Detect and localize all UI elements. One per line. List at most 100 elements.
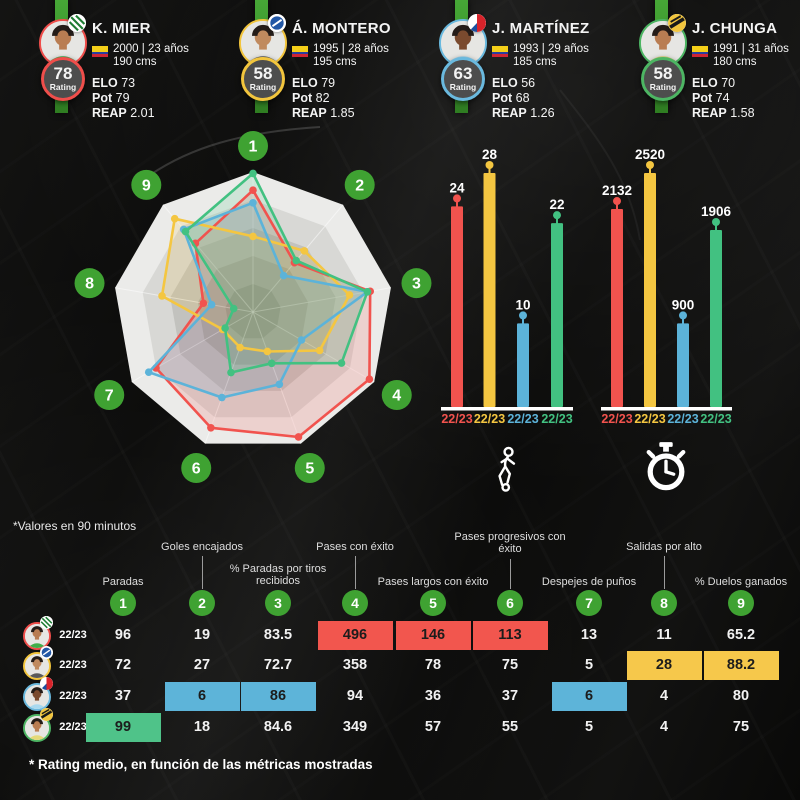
stat-elo-value: 70 — [721, 75, 736, 90]
radar-series-point — [345, 291, 354, 299]
radar-spoke — [252, 311, 302, 444]
table-cell-highlighted: 86 — [240, 682, 316, 711]
player-info: Á. MONTERO 1995 | 28 años 195 cms ELO 79 Pot… — [292, 20, 398, 121]
column-number-badge: 5 — [420, 590, 446, 616]
junior-badge-icon — [468, 14, 486, 32]
table-cell: 5 — [584, 719, 594, 735]
stat-reap-row: REAP 1.26 — [492, 106, 598, 121]
stat-pot-row: Pot 74 — [692, 91, 798, 106]
player-info: K. MIER 2000 | 23 años 190 cms ELO 73 Pot 79… — [92, 20, 198, 121]
radar-series-point — [229, 304, 238, 313]
rating-value: 58 — [653, 64, 673, 83]
column-header-label: Paradas — [102, 576, 144, 588]
radar-series-fill — [156, 190, 371, 437]
table-cell-highlighted: 6 — [164, 682, 240, 711]
row-club-badge-icon — [40, 646, 53, 659]
bar-season-label: 22/23 — [541, 412, 572, 426]
stat-reap-value: 1.85 — [330, 106, 355, 121]
radar-series-point — [158, 292, 166, 300]
player-name: J. MARTÍNEZ — [492, 20, 590, 37]
stat-pot-label: Pot — [492, 90, 513, 105]
radar-spoke — [252, 311, 375, 383]
bar-season-label: 22/23 — [700, 412, 731, 426]
row-season-label: 22/23 — [59, 659, 87, 671]
alianza-badge-icon — [668, 14, 686, 32]
stat-pot-label: Pot — [292, 90, 313, 105]
radar-axis-number: 5 — [305, 460, 314, 477]
rating-value: 58 — [253, 64, 273, 83]
rating-circle: 58 Rating — [641, 57, 685, 101]
row-season-label: 22/23 — [59, 721, 87, 733]
note-rating-footnote: * Rating medio, en función de las métric… — [29, 757, 373, 772]
table-cell: 80 — [732, 688, 750, 704]
table-cell: 96 — [114, 627, 132, 643]
radar-series-point — [199, 299, 208, 308]
stat-reap-label: REAP — [692, 106, 727, 121]
table-cell: 78 — [424, 657, 442, 673]
radar-series-point — [267, 359, 276, 368]
bar-pin-dot — [519, 311, 527, 320]
header-connector-line — [663, 556, 665, 589]
radar-series-line — [147, 201, 369, 399]
stat-elo-label: ELO — [292, 75, 318, 90]
bar-value-label: 10 — [515, 297, 530, 312]
bar-value-label: 24 — [449, 180, 465, 195]
player-birth-age: 1995 | 28 años — [313, 43, 389, 55]
stat-pot-row: Pot 68 — [492, 91, 598, 106]
radar-series-point — [275, 380, 284, 389]
table-cell: 94 — [346, 688, 364, 704]
player-info: J. MARTÍNEZ 1993 | 29 años 185 cms ELO 56 Po… — [492, 20, 598, 121]
player-meta-text: 2000 | 23 años 190 cms — [113, 43, 189, 70]
radar-axis-number: 4 — [392, 388, 401, 405]
player-meta: 2000 | 23 años 190 cms — [92, 43, 198, 70]
radar-axis-badge — [344, 169, 375, 200]
player-stats: ELO 56 Pot 68 REAP 1.26 — [492, 76, 598, 122]
bar — [611, 209, 623, 407]
player-height: 190 cms — [113, 56, 157, 69]
table-cell-highlighted: 113 — [472, 621, 548, 650]
radar-axis-number: 3 — [412, 276, 421, 293]
radar-axis-number: 6 — [192, 460, 201, 477]
radar-spoke — [162, 204, 254, 313]
bar — [483, 173, 496, 407]
stat-pot-label: Pot — [692, 90, 713, 105]
table-cell: 83.5 — [263, 627, 293, 643]
radar-series-point — [207, 423, 215, 432]
radar-series-point — [297, 336, 306, 344]
player-birth-age: 1993 | 29 años — [513, 43, 589, 55]
table-cell-highlighted: 496 — [317, 621, 393, 650]
rating-label: Rating — [249, 82, 277, 92]
stat-elo-row: ELO 73 — [92, 76, 198, 91]
stat-pot-row: Pot 82 — [292, 91, 398, 106]
table-cell: 57 — [424, 719, 442, 735]
rating-circle: 78 Rating — [41, 57, 85, 101]
radar-axis-number: 7 — [105, 388, 114, 405]
bar-season-label: 22/23 — [634, 412, 665, 426]
radar-series-fill — [185, 173, 368, 373]
bar-season-label: 22/23 — [474, 412, 505, 426]
radar-series-point — [236, 343, 244, 352]
stat-pot-value: 74 — [715, 90, 730, 105]
bar-season-label: 22/23 — [507, 412, 538, 426]
column-number-badge: 6 — [497, 590, 523, 616]
column-header-label: Salidas por alto — [626, 541, 702, 553]
radar-series-point — [170, 214, 179, 223]
player-photo — [25, 654, 49, 678]
club-badge-icon — [68, 14, 86, 32]
row-player-avatar — [23, 652, 51, 680]
table-cell: 358 — [342, 657, 368, 673]
player-avatar — [639, 19, 687, 67]
stat-reap-label: REAP — [492, 106, 527, 121]
player-card: 58 Rating Á. MONTERO 1995 | 28 años 195 cms E… — [200, 0, 400, 126]
stat-elo-label: ELO — [492, 75, 518, 90]
player-height: 180 cms — [713, 56, 757, 69]
radar-series-point — [227, 368, 235, 377]
player-meta-text: 1993 | 29 años 185 cms — [513, 43, 589, 70]
bar-charts: 24 22/23 28 22/23 10 22/23 22 22/23 2132 22/23 252… — [441, 147, 732, 426]
club-badge-icon — [268, 14, 286, 32]
stat-elo-value: 56 — [521, 75, 536, 90]
bar-value-label: 22 — [549, 197, 564, 212]
stat-elo-row: ELO 70 — [692, 76, 798, 91]
millonarios-badge-icon — [40, 646, 53, 659]
table-cell: 72.7 — [263, 657, 293, 673]
